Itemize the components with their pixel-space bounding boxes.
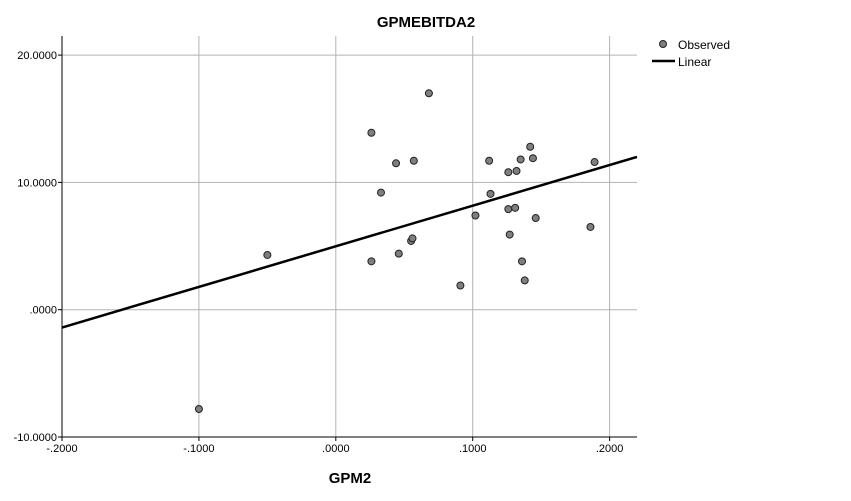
observed-point bbox=[408, 234, 417, 243]
x-axis-label: GPM2 bbox=[329, 470, 372, 487]
observed-point bbox=[367, 128, 376, 137]
observed-point bbox=[409, 156, 418, 165]
legend-observed-marker bbox=[659, 40, 667, 48]
observed-point bbox=[376, 188, 385, 197]
observed-point bbox=[456, 281, 465, 290]
observed-point bbox=[518, 257, 526, 266]
legend-linear-label: Linear bbox=[678, 55, 711, 69]
x-tick-label: .2000 bbox=[596, 443, 624, 455]
tick-labels: -.2000 -.1000 .0000 .1000 .2000 -10.0000 .0000… bbox=[14, 50, 624, 455]
legend: Observed Linear bbox=[652, 38, 730, 69]
y-tick-label: -10.0000 bbox=[14, 432, 57, 444]
observed-point bbox=[531, 214, 540, 223]
observed-point bbox=[516, 155, 525, 164]
observed-point bbox=[194, 404, 203, 413]
data-points bbox=[194, 89, 599, 413]
observed-point bbox=[511, 203, 520, 212]
y-tick-label: 20.0000 bbox=[17, 50, 57, 62]
y-tick-label: 10.0000 bbox=[17, 177, 57, 189]
legend-observed-label: Observed bbox=[678, 38, 730, 52]
observed-point bbox=[505, 230, 514, 239]
observed-point bbox=[528, 154, 537, 163]
observed-point bbox=[367, 257, 376, 266]
fit-line bbox=[61, 155, 638, 329]
observed-point bbox=[486, 189, 495, 198]
linear-fit-line bbox=[61, 155, 638, 329]
x-tick-label: .0000 bbox=[322, 443, 350, 455]
observed-point bbox=[586, 222, 595, 231]
observed-point bbox=[520, 276, 529, 285]
x-tick-label: -.1000 bbox=[183, 443, 214, 455]
grid-lines bbox=[62, 36, 637, 437]
x-tick-label: -.2000 bbox=[46, 443, 77, 455]
observed-point bbox=[526, 142, 535, 151]
x-tick-label: .1000 bbox=[459, 443, 487, 455]
observed-point bbox=[392, 159, 401, 168]
observed-point bbox=[504, 205, 513, 214]
observed-point bbox=[485, 156, 494, 165]
observed-point bbox=[263, 250, 272, 259]
observed-point bbox=[471, 211, 480, 220]
chart-title: GPMEBITDA2 bbox=[377, 14, 475, 31]
observed-point bbox=[590, 158, 599, 167]
y-tick-label: .0000 bbox=[29, 305, 57, 317]
observed-point bbox=[512, 166, 521, 175]
observed-point bbox=[424, 89, 433, 98]
observed-point bbox=[394, 249, 403, 258]
observed-point bbox=[504, 168, 513, 177]
axes bbox=[58, 36, 637, 441]
